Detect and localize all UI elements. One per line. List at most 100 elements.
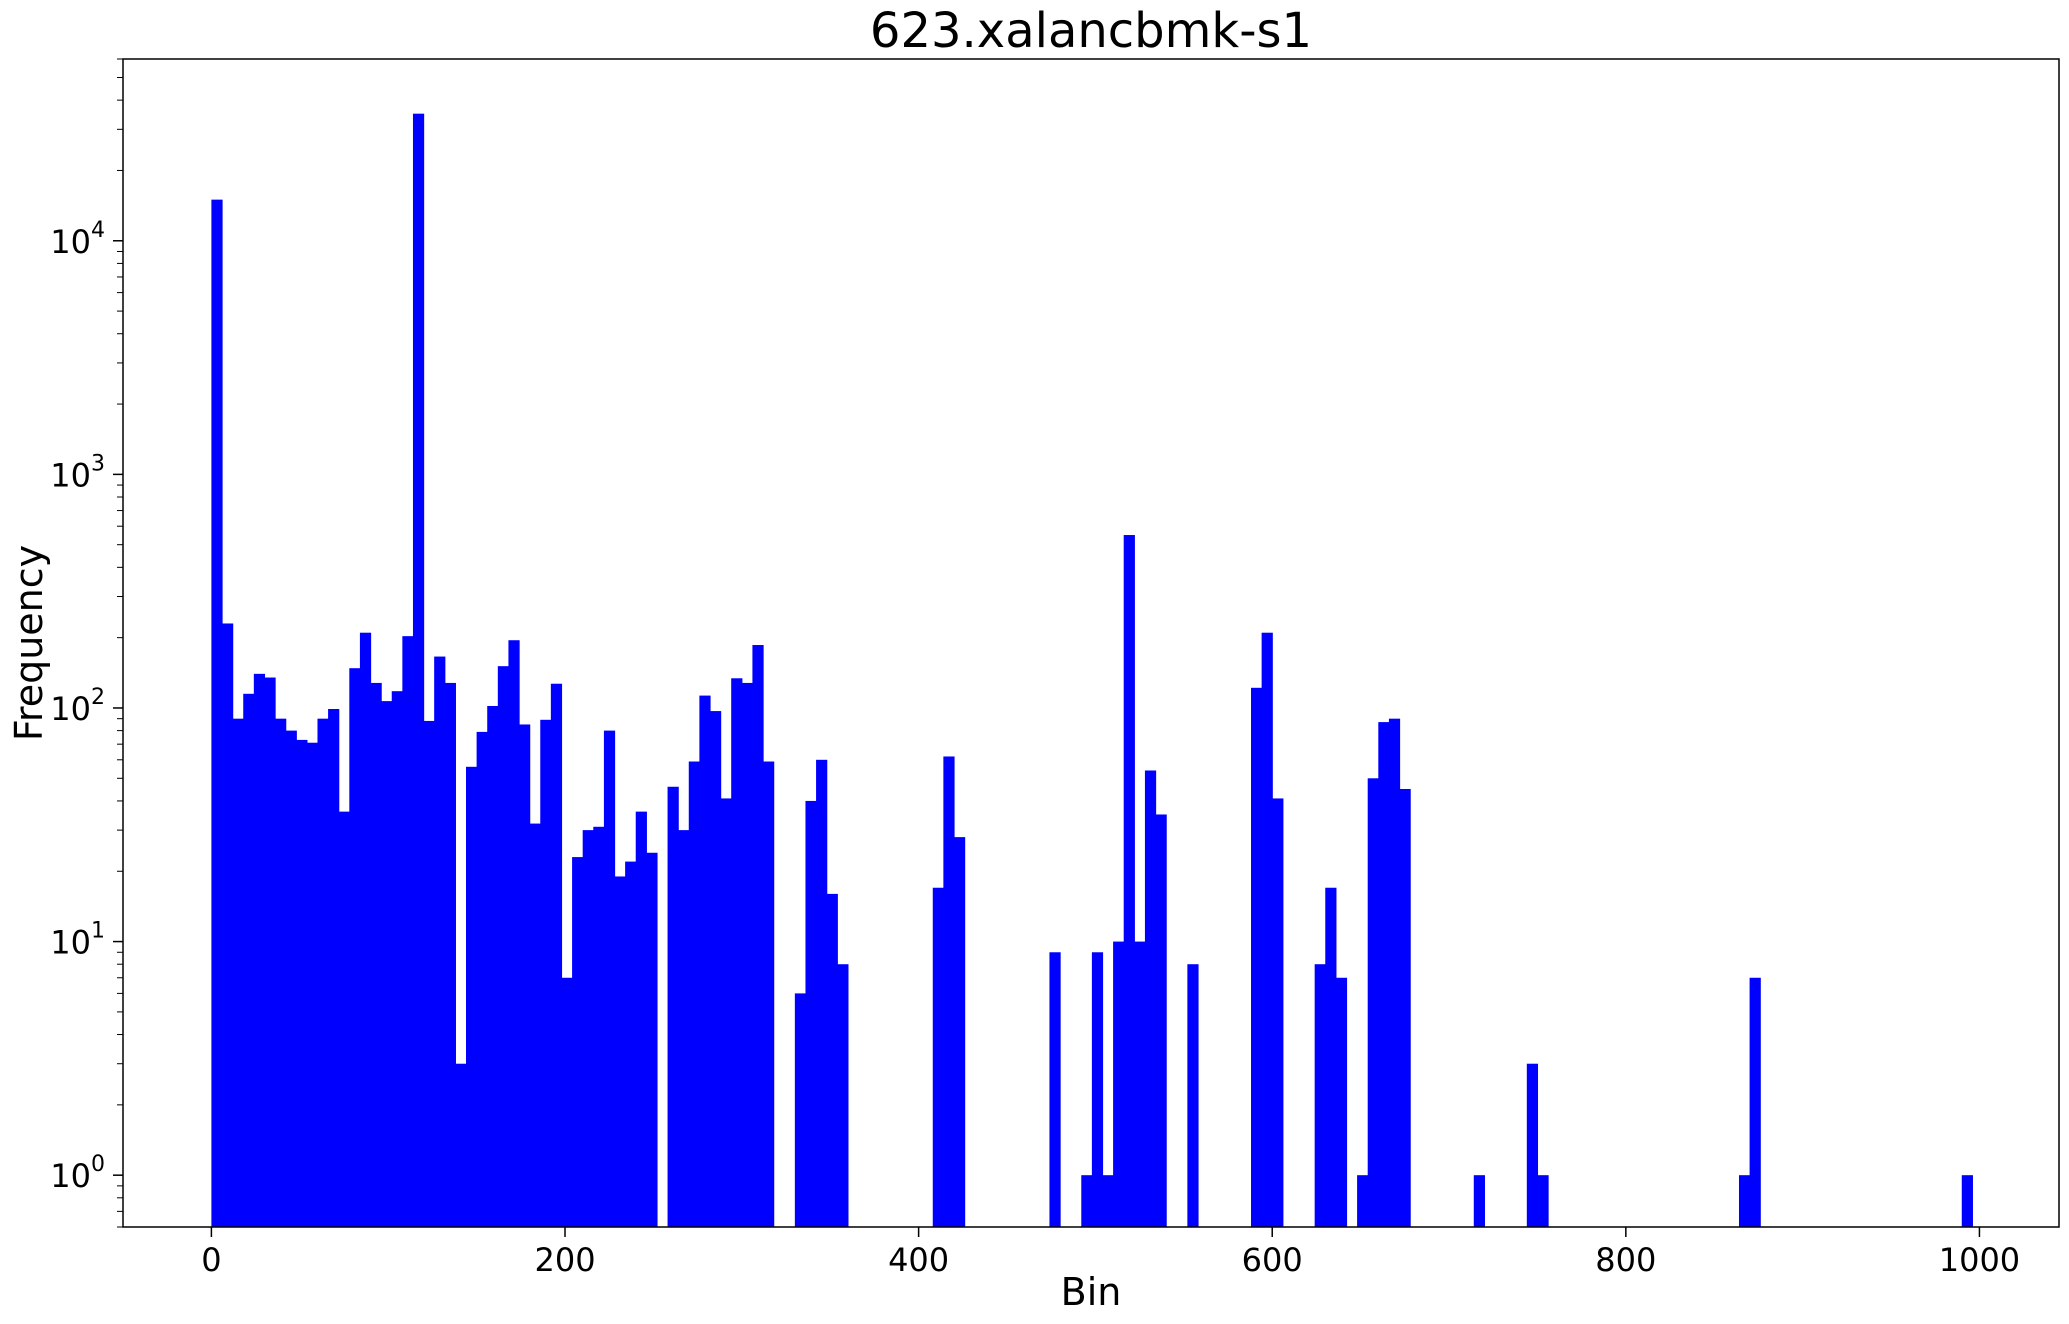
histogram-bar (763, 761, 775, 1227)
histogram-bar (529, 823, 541, 1227)
histogram-bar (540, 719, 552, 1227)
histogram-bar (412, 113, 425, 1227)
x-tick-label: 800 (1595, 1241, 1656, 1279)
histogram-bar (561, 977, 573, 1227)
histogram-bar (1357, 1175, 1369, 1227)
histogram-bar (678, 830, 690, 1227)
histogram-bar (466, 766, 478, 1227)
y-axis-label: Frequency (7, 545, 51, 741)
histogram-bar (837, 964, 849, 1227)
y-tick-label: 103 (50, 451, 105, 494)
histogram-bar (1378, 722, 1390, 1227)
histogram-bar (338, 811, 350, 1227)
histogram-bar (423, 720, 435, 1227)
histogram-bar (211, 199, 223, 1227)
bars-group (211, 113, 1973, 1227)
histogram-bar (720, 798, 732, 1227)
histogram-bar (1134, 941, 1146, 1227)
histogram-bar (635, 811, 647, 1227)
histogram-bar (359, 632, 372, 1227)
histogram-bar (381, 701, 393, 1227)
histogram-bar (805, 800, 817, 1227)
histogram-bar (1749, 977, 1761, 1227)
y-tick-label: 100 (50, 1152, 105, 1195)
histogram-bar (1123, 535, 1135, 1227)
x-tick-label: 400 (888, 1241, 949, 1279)
histogram-bar (370, 682, 382, 1227)
plot-frame (122, 58, 2060, 1228)
x-tick-label: 600 (1242, 1241, 1303, 1279)
histogram-bar (667, 786, 679, 1227)
histogram-bar (1144, 770, 1157, 1227)
x-tick-label: 1000 (1939, 1241, 2020, 1279)
histogram-bar (943, 756, 955, 1227)
histogram-bar (752, 645, 764, 1227)
histogram-bar (1961, 1175, 1973, 1227)
y-tick-label: 101 (50, 919, 105, 962)
histogram-bar (434, 656, 446, 1227)
histogram-bar (232, 718, 244, 1227)
histogram-bar (603, 730, 616, 1227)
histogram-bar (1399, 788, 1411, 1227)
x-axis-ticks: 0 200 400 600 800 1000 (201, 1227, 2020, 1279)
histogram-bar (253, 673, 266, 1227)
histogram-bar (699, 695, 711, 1227)
x-tick-label: 0 (201, 1241, 221, 1279)
histogram-bar (264, 677, 276, 1227)
histogram-bar (391, 691, 403, 1227)
histogram-bar (296, 739, 308, 1227)
histogram-bar (1155, 814, 1167, 1227)
histogram-bar (285, 730, 297, 1227)
histogram-bar (593, 826, 605, 1227)
histogram-bar (1314, 964, 1326, 1227)
histogram-bar (826, 893, 838, 1227)
histogram-bar (306, 742, 319, 1227)
histogram-bar (932, 887, 944, 1227)
histogram-bar (497, 666, 510, 1227)
histogram-bar (1325, 887, 1337, 1227)
histogram-bar (1251, 687, 1263, 1227)
histogram-bar (1081, 1175, 1093, 1227)
histogram-bar (794, 993, 807, 1227)
y-tick-label: 102 (50, 685, 105, 728)
histogram-bar (1388, 718, 1401, 1227)
histogram-bar (1738, 1175, 1751, 1227)
histogram-bar (487, 705, 499, 1227)
histogram-bar (1526, 1063, 1539, 1227)
histogram-bar (688, 761, 700, 1227)
histogram-bar (328, 709, 340, 1227)
histogram-bar (1367, 778, 1379, 1227)
histogram-bar (1113, 941, 1125, 1227)
histogram-bar (508, 640, 520, 1227)
histogram-bar (816, 759, 828, 1227)
x-axis-label: Bin (1061, 1270, 1122, 1314)
histogram-bar (444, 682, 456, 1227)
histogram-bar (1049, 952, 1061, 1227)
histogram-bar (1261, 632, 1273, 1227)
chart-title: 623.xalancbmk-s1 (870, 3, 1312, 59)
histogram-bar (455, 1063, 467, 1227)
histogram-bar (349, 668, 361, 1227)
histogram-bar (953, 837, 966, 1227)
histogram-bar (1102, 1175, 1114, 1227)
histogram-bar (222, 623, 234, 1227)
histogram-bar (731, 678, 743, 1227)
histogram-bar (550, 683, 563, 1227)
histogram-bar (243, 693, 255, 1227)
histogram-bar (402, 636, 414, 1227)
y-axis-ticks: 100 101 102 103 104 (50, 58, 123, 1228)
histogram-bar (646, 852, 658, 1227)
histogram-bar (275, 718, 287, 1227)
y-tick-label: 104 (50, 218, 105, 261)
histogram-bar (1473, 1175, 1485, 1227)
histogram-bar (476, 731, 488, 1227)
histogram-bar (572, 857, 584, 1227)
histogram-bar (1187, 964, 1199, 1227)
histogram-bar (317, 718, 329, 1227)
histogram-bar (1272, 798, 1284, 1227)
histogram-bar (1335, 977, 1348, 1227)
histogram-bar (519, 724, 531, 1227)
histogram-bar (709, 711, 722, 1227)
